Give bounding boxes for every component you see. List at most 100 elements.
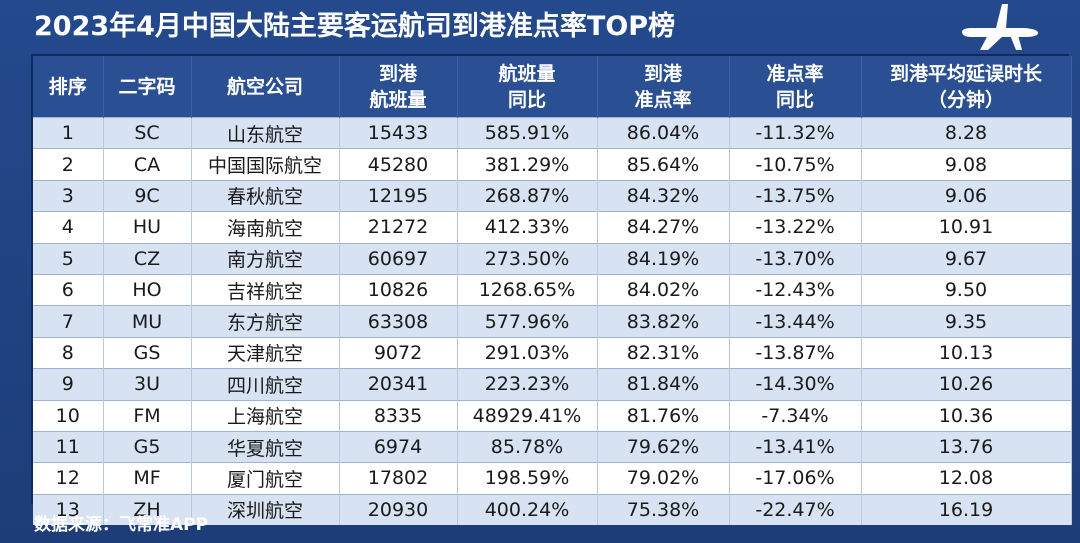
table-cell: 13 — [33, 493, 104, 526]
table-cell: 16.19 — [861, 493, 1072, 526]
table-cell: 10.26 — [861, 368, 1072, 401]
table-cell: -12.43% — [729, 273, 862, 306]
table-cell: 10.36 — [861, 399, 1072, 432]
table-cell: 3 — [33, 179, 104, 212]
table-cell: -7.34% — [729, 399, 862, 432]
column-header-line1: 航空公司 — [226, 75, 303, 98]
table-cell: -14.30% — [729, 368, 862, 401]
table-cell: MF — [103, 462, 192, 495]
table-cell: 15433 — [339, 116, 458, 149]
column-header-line2: 同比 — [775, 88, 814, 111]
table-cell: 9.50 — [861, 273, 1072, 306]
table-cell: 400.24% — [457, 493, 598, 526]
table-row: 10 FM 上海航空 8335 48929.41% 81.76% -7.34% 10.36 — [33, 399, 1072, 432]
table-row: 2 CA 中国国际航空 45280 381.29% 85.64% -10.75% 9.08 — [33, 148, 1072, 181]
table-cell: 10826 — [339, 273, 458, 306]
source-label: 数据来源： — [34, 515, 119, 535]
column-header: 航空公司 — [191, 56, 340, 118]
table-cell: 20341 — [339, 368, 458, 401]
column-header-line1: 排序 — [48, 75, 87, 98]
table-cell: 12.08 — [861, 462, 1072, 495]
table-row: 11 G5 华夏航空 6974 85.78% 79.62% -13.41% 13.76 — [33, 430, 1072, 463]
table-row: 12 MF 厦门航空 17802 198.59% 79.02% -17.06% 12.08 — [33, 462, 1072, 495]
column-header: 排序 — [33, 56, 104, 118]
table-cell: 63308 — [339, 305, 458, 338]
table-cell: 天津航空 — [191, 336, 340, 369]
table-cell: 13.76 — [861, 430, 1072, 463]
column-header-line1: 到港 — [643, 62, 682, 85]
table-cell: SC — [103, 116, 192, 149]
table-cell: 四川航空 — [191, 368, 340, 401]
table-cell: 9.67 — [861, 242, 1072, 275]
table-row: 13 ZH 深圳航空 20930 400.24% 75.38% -22.47% 16.19 — [33, 493, 1072, 526]
table-cell: 6 — [33, 273, 104, 306]
table-cell: 7 — [33, 305, 104, 338]
table-cell: 东方航空 — [191, 305, 340, 338]
table-cell: 9.08 — [861, 148, 1072, 181]
table-cell: 10.91 — [861, 211, 1072, 244]
table-cell: HO — [103, 273, 192, 306]
column-header: 到港平均延误时长 （分钟） — [861, 56, 1072, 118]
table-cell: 86.04% — [597, 116, 730, 149]
column-header: 到港 航班量 — [339, 56, 458, 118]
page-title: 2023年4月中国大陆主要客运航司到港准点率TOP榜 — [34, 11, 676, 42]
table-cell: -11.32% — [729, 116, 862, 149]
table-cell: 6974 — [339, 430, 458, 463]
column-header-line2: 同比 — [507, 88, 546, 111]
table-cell: 84.02% — [597, 273, 730, 306]
table-row: 5 CZ 南方航空 60697 273.50% 84.19% -13.70% 9.67 — [33, 242, 1072, 275]
table-cell: 577.96% — [457, 305, 598, 338]
table-cell: -13.22% — [729, 211, 862, 244]
table-cell: 海南航空 — [191, 211, 340, 244]
table-cell: 深圳航空 — [191, 493, 340, 526]
table-cell: ZH — [103, 493, 192, 526]
table-cell: 8 — [33, 336, 104, 369]
table-cell: -17.06% — [729, 462, 862, 495]
table-cell: 12195 — [339, 179, 458, 212]
table-cell: 春秋航空 — [191, 179, 340, 212]
table-cell: 81.76% — [597, 399, 730, 432]
table-cell: 85.78% — [457, 430, 598, 463]
column-header: 到港 准点率 — [597, 56, 730, 118]
table-cell: 79.02% — [597, 462, 730, 495]
table-row: 4 HU 海南航空 21272 412.33% 84.27% -13.22% 10.91 — [33, 211, 1072, 244]
table-cell: 84.32% — [597, 179, 730, 212]
table-row: 6 HO 吉祥航空 10826 1268.65% 84.02% -12.43% 9.50 — [33, 273, 1072, 306]
column-header: 二字码 — [103, 56, 192, 118]
table-cell: 79.62% — [597, 430, 730, 463]
table-cell: 75.38% — [597, 493, 730, 526]
table-cell: 198.59% — [457, 462, 598, 495]
column-header-line2: （分钟） — [927, 88, 1004, 111]
table-cell: 85.64% — [597, 148, 730, 181]
table-cell: 11 — [33, 430, 104, 463]
data-source: 数据来源：飞常准APP — [34, 510, 208, 535]
table-cell: 南方航空 — [191, 242, 340, 275]
column-header: 准点率 同比 — [729, 56, 862, 118]
table-cell: 84.27% — [597, 211, 730, 244]
table-cell: 8335 — [339, 399, 458, 432]
table-cell: 585.91% — [457, 116, 598, 149]
table-cell: FM — [103, 399, 192, 432]
table-cell: 9.06 — [861, 179, 1072, 212]
table-cell: 84.19% — [597, 242, 730, 275]
table-cell: 5 — [33, 242, 104, 275]
table-row: 3 9C 春秋航空 12195 268.87% 84.32% -13.75% 9.06 — [33, 179, 1072, 212]
table-cell: 上海航空 — [191, 399, 340, 432]
column-header-line2: 航班量 — [369, 88, 427, 111]
table-cell: 381.29% — [457, 148, 598, 181]
table-cell: 60697 — [339, 242, 458, 275]
table-cell: 9.35 — [861, 305, 1072, 338]
table-cell: 4 — [33, 211, 104, 244]
table-cell: 83.82% — [597, 305, 730, 338]
table-cell: 412.33% — [457, 211, 598, 244]
table-cell: CA — [103, 148, 192, 181]
table-row: 7 MU 东方航空 63308 577.96% 83.82% -13.44% 9.35 — [33, 305, 1072, 338]
table-row: 8 GS 天津航空 9072 291.03% 82.31% -13.87% 10.13 — [33, 336, 1072, 369]
table-cell: 华夏航空 — [191, 430, 340, 463]
table-cell: 48929.41% — [457, 399, 598, 432]
column-header-line1: 航班量 — [498, 62, 556, 85]
column-header: 航班量 同比 — [457, 56, 598, 118]
table-cell: 20930 — [339, 493, 458, 526]
table-row: 1 SC 山东航空 15433 585.91% 86.04% -11.32% 8.28 — [33, 116, 1072, 149]
